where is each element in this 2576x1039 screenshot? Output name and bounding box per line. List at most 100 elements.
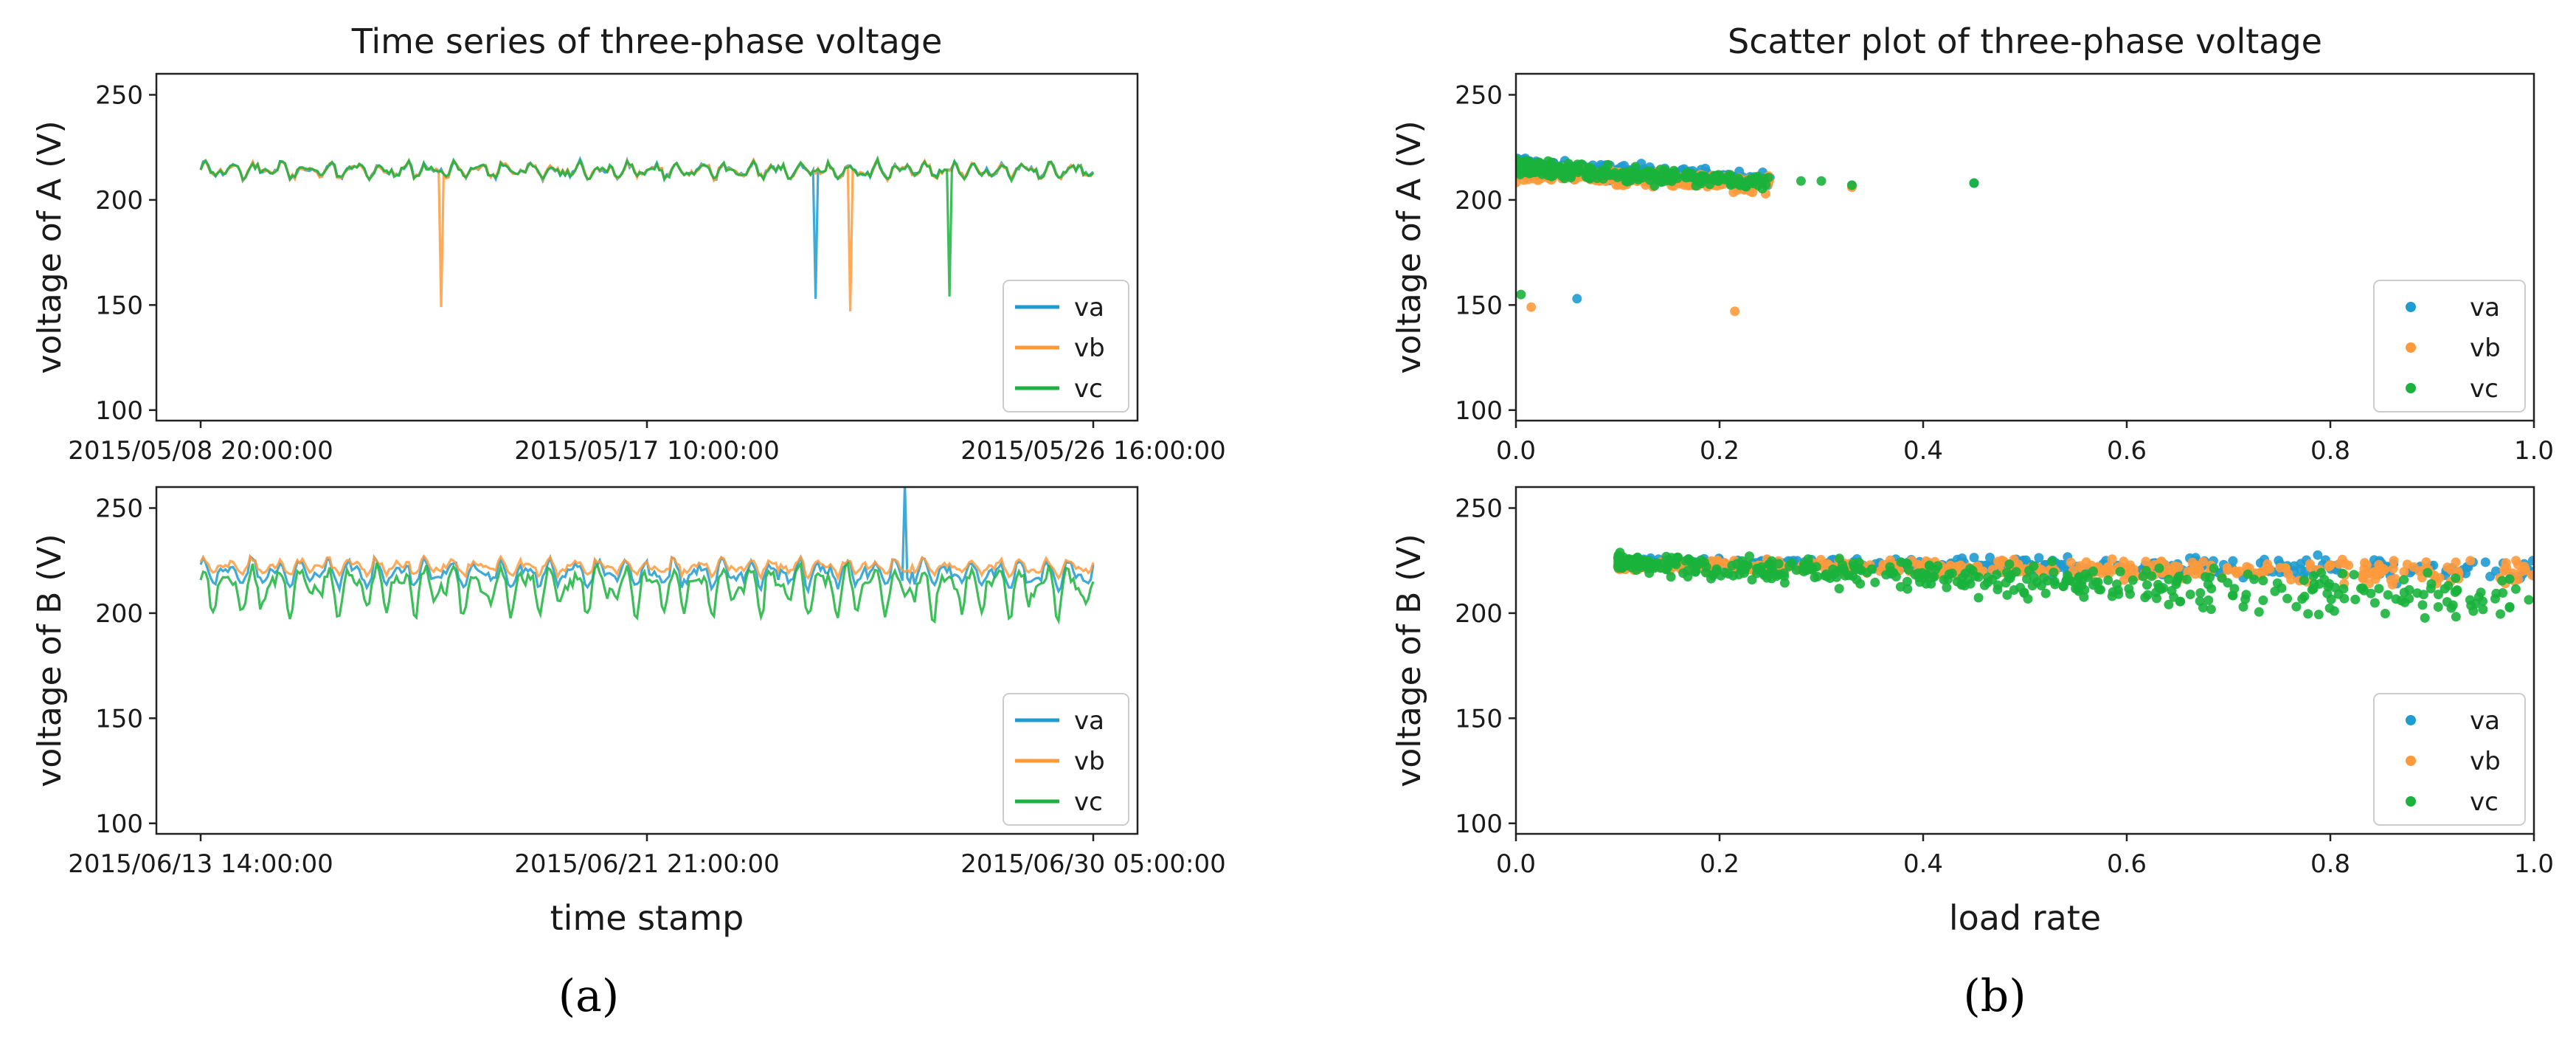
scatter-point-vb — [2188, 565, 2198, 575]
x-tick-label: 1.0 — [2514, 849, 2554, 879]
scatter-point-vc — [2308, 571, 2319, 581]
scatter-point-vc — [1862, 567, 1872, 578]
series-line-vb — [199, 156, 1095, 311]
scatter-point-vb — [2357, 570, 2367, 580]
scatter-point-vc — [2498, 588, 2508, 598]
scatter-point-vc — [1678, 568, 1689, 579]
scatter-point-vc — [2195, 596, 2205, 607]
scatter-point-vc — [2156, 584, 2167, 594]
series-points-vc — [1613, 548, 2534, 623]
y-axis-label: voltage of B (V) — [1391, 534, 1428, 787]
scatter-point-vc — [2115, 567, 2125, 577]
scatter-point-vc — [1668, 172, 1678, 182]
scatter-point-vc — [1655, 165, 1666, 175]
scatter-point-vb — [2389, 556, 2399, 566]
scatter-point-vc — [2169, 592, 2179, 602]
x-tick-label: 2015/05/26 16:00:00 — [960, 436, 1225, 466]
scatter-point-vc — [1969, 178, 1979, 188]
scatter-point-vc — [2440, 584, 2450, 594]
scatter-point-vc — [2185, 590, 2195, 599]
scatter-point-vc — [2383, 590, 2393, 600]
y-tick-label: 200 — [1455, 599, 1503, 629]
legend-swatch-vb — [2406, 756, 2416, 766]
scatter-point-vc — [2113, 585, 2123, 596]
scatter-point-vc — [1838, 560, 1848, 570]
scatter-point-va — [2313, 550, 2323, 560]
legend-swatch-vc — [2406, 796, 2416, 807]
scatter-point-vc — [2079, 592, 2089, 602]
scatter-point-vc — [2329, 606, 2339, 616]
scatter-point-vc — [2004, 573, 2014, 583]
plot-area — [1516, 153, 1979, 317]
plot-area — [1613, 548, 2534, 623]
scatter-point-vc — [1993, 580, 2004, 590]
scatter-point-vb — [2451, 557, 2461, 567]
scatter-point-vc — [2468, 606, 2479, 616]
scatter-point-vb — [2388, 564, 2398, 573]
scatter-point-vc — [1834, 584, 1844, 594]
scatter-point-va — [2485, 571, 2496, 581]
scatter-point-va — [1572, 294, 1582, 304]
scatter-point-vc — [2374, 584, 2384, 594]
scatter-point-vc — [2313, 610, 2324, 620]
legend-label-va: va — [2470, 293, 2500, 322]
scatter-point-vb — [2362, 560, 2372, 570]
scatter-point-vc — [2223, 578, 2233, 588]
axes-frame — [1514, 72, 2535, 422]
scatter-point-vc — [1516, 289, 1526, 300]
scatter-point-va — [2228, 556, 2238, 566]
legend-label-vb: vb — [1074, 334, 1105, 363]
x-tick-label: 2015/06/13 14:00:00 — [68, 849, 333, 879]
legend-swatch-vb — [2406, 342, 2416, 353]
scatter-point-vc — [2326, 594, 2336, 604]
scatter-point-vb — [2223, 565, 2233, 575]
y-tick-label: 150 — [95, 704, 143, 733]
scatter-point-vc — [2164, 574, 2174, 584]
scatter-point-vc — [2203, 579, 2213, 590]
x-tick-label: 0.0 — [1496, 436, 1536, 466]
scatter-point-vc — [1768, 566, 1778, 576]
scatter-point-vc — [1562, 163, 1572, 173]
scatter-point-vc — [1848, 571, 1858, 581]
scatter-point-vc — [2036, 581, 2046, 591]
scatter-point-vc — [2254, 607, 2264, 617]
scatter-point-vb — [2511, 556, 2521, 566]
scatter-point-vc — [2047, 556, 2057, 567]
scatter-point-vc — [2316, 567, 2327, 578]
scatter-point-vc — [2399, 575, 2409, 585]
scatter-point-vc — [1745, 551, 1754, 562]
scatter-point-vc — [1709, 170, 1720, 181]
legend-label-vc: vc — [1074, 787, 1103, 817]
scatter-point-vc — [2504, 574, 2515, 584]
chart-scatter-phase-b: voltage of B (V) load rate 100 150 200 250 0.0… — [1391, 486, 2554, 938]
scatter-point-vc — [2195, 588, 2206, 598]
scatter-point-vc — [1798, 567, 1809, 576]
scatter-point-vc — [1855, 579, 1866, 589]
scatter-point-vc — [2308, 584, 2319, 594]
scatter-point-vc — [2497, 576, 2507, 586]
legend-box — [1003, 693, 1129, 826]
legend-label-vb: vb — [2470, 334, 2501, 363]
y-tick-label: 200 — [95, 186, 143, 215]
scatter-point-vb — [2198, 556, 2209, 567]
scatter-point-vc — [1895, 581, 1905, 592]
scatter-point-vc — [1848, 559, 1858, 569]
scatter-point-vc — [2061, 575, 2071, 585]
legend-swatch-va — [2406, 302, 2416, 312]
scatter-point-vc — [2350, 594, 2361, 604]
y-tick-label: 200 — [95, 599, 143, 629]
scatter-point-vc — [2369, 598, 2380, 608]
scatter-point-vc — [2077, 575, 2088, 585]
scatter-point-vc — [2417, 600, 2428, 610]
scatter-point-vc — [2418, 590, 2428, 600]
legend-box — [2373, 693, 2526, 826]
series-line-vc — [199, 560, 1095, 625]
legend-swatch-va — [2406, 715, 2416, 725]
scatter-point-vc — [2038, 573, 2049, 583]
scatter-point-vb — [1712, 555, 1722, 565]
scatter-point-vc — [2182, 574, 2192, 584]
scatter-point-vc — [2154, 563, 2164, 573]
scatter-point-vc — [2490, 593, 2500, 604]
scatter-point-vc — [2127, 575, 2138, 585]
